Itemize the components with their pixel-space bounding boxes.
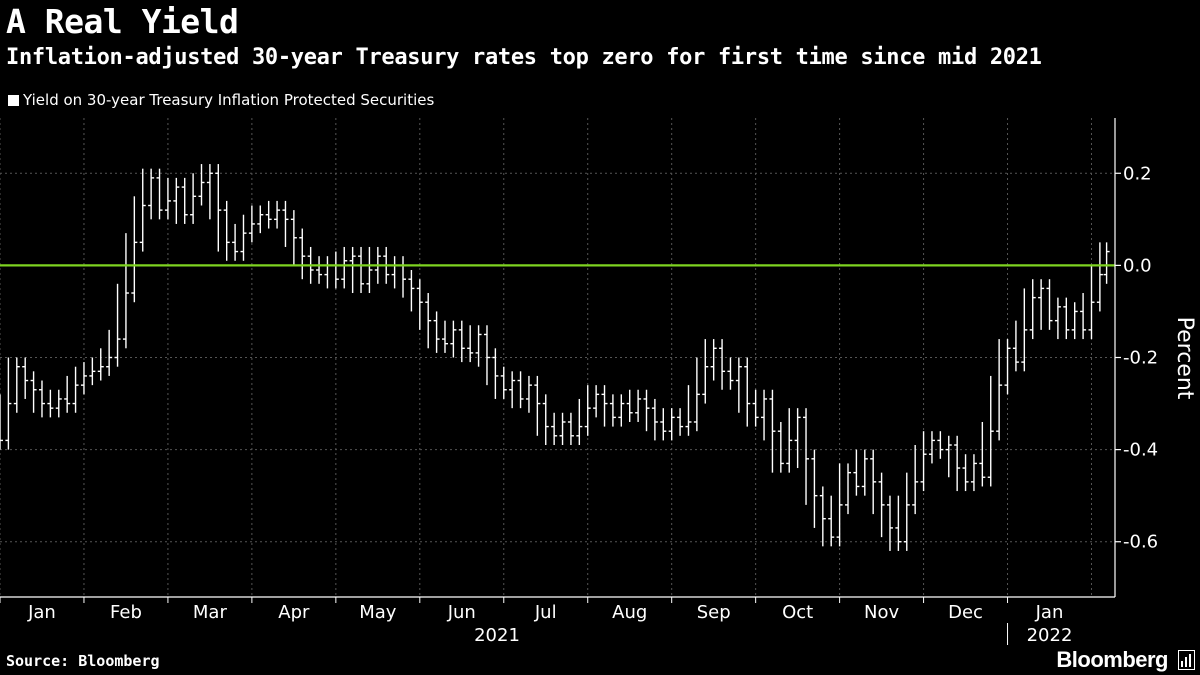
bloomberg-terminal-icon	[1178, 650, 1195, 670]
chart-axes: 0.2 0.0 -0.2 -0.4 -0.6 Jan Feb Mar Apr May Jun Jul A…	[0, 118, 1158, 646]
x-tick-label: May	[359, 602, 397, 623]
x-tick-label: Jun	[447, 602, 476, 623]
x-tick-label: Jan	[1035, 602, 1064, 623]
y-axis-label: Percent	[1172, 317, 1197, 400]
legend-swatch	[8, 94, 19, 106]
x-tick-label: Apr	[278, 602, 310, 623]
x-tick-label: Oct	[782, 602, 813, 623]
y-tick-label: -0.6	[1123, 532, 1158, 553]
year-label: 2022	[1027, 625, 1073, 646]
brand-logo-text: Bloomberg	[1056, 647, 1168, 672]
year-label: 2021	[474, 625, 520, 646]
x-tick-label: Sep	[697, 602, 731, 623]
x-tick-label: Mar	[193, 602, 228, 623]
x-tick-label: Jan	[27, 602, 56, 623]
y-tick-label: 0.0	[1123, 255, 1152, 276]
chart-title: A Real Yield	[6, 2, 239, 41]
x-tick-label: Jul	[534, 602, 557, 623]
y-tick-label: -0.2	[1123, 348, 1158, 369]
y-tick-label: -0.4	[1123, 440, 1158, 461]
chart-legend: Yield on 30-year Treasury Inflation Prot…	[8, 91, 434, 109]
x-tick-label: Feb	[110, 602, 142, 623]
x-tick-label: Nov	[864, 602, 899, 623]
y-tick-label: 0.2	[1123, 163, 1152, 184]
source-note: Source: Bloomberg	[6, 652, 160, 670]
x-tick-label: Aug	[612, 602, 647, 623]
chart-subtitle: Inflation-adjusted 30-year Treasury rate…	[6, 45, 1042, 70]
x-tick-label: Dec	[948, 602, 983, 623]
legend-label: Yield on 30-year Treasury Inflation Prot…	[23, 91, 435, 109]
